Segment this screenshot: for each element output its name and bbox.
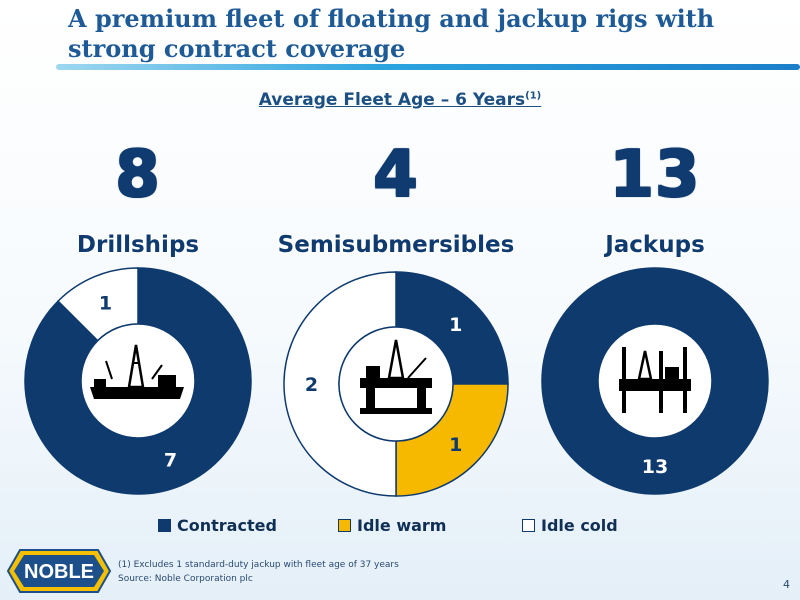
jackups-label-contracted: 13 <box>642 456 668 478</box>
subtitle-text: Average Fleet Age – 6 Years <box>258 90 526 110</box>
logo-text: NOBLE <box>24 561 94 583</box>
page-title: A premium fleet of floating and jackup r… <box>68 4 715 63</box>
legend-swatch-contracted <box>158 519 171 532</box>
legend-swatch-idle-cold <box>522 519 535 532</box>
semisubmersibles-total: 4 <box>372 137 420 214</box>
subtitle-footnote-marker: (1) <box>525 90 542 102</box>
legend-idle-warm: Idle warm <box>338 516 446 535</box>
semisubmersibles-label: Semisubmersibles <box>277 232 515 258</box>
chart-subtitle: Average Fleet Age – 6 Years(1) <box>0 90 800 110</box>
noble-logo: NOBLE <box>6 549 112 593</box>
legend-label-contracted: Contracted <box>177 516 277 535</box>
drillships-label-contracted: 7 <box>164 450 177 472</box>
jackups-total: 13 <box>608 137 701 214</box>
semisubmersibles-label-contracted: 1 <box>449 314 462 336</box>
jackups-label: Jackups <box>605 232 705 258</box>
legend-contracted: Contracted <box>158 516 277 535</box>
semisubmersibles-donut: 1 1 2 <box>283 271 509 497</box>
drillships-label-idle-cold: 1 <box>99 292 112 314</box>
semisubmersibles-label-idle-cold: 2 <box>305 374 318 396</box>
jackup-icon <box>619 347 691 413</box>
title-underline-bar <box>56 64 800 70</box>
drillships-center <box>80 323 196 439</box>
footnote: (1) Excludes 1 standard-duty jackup with… <box>118 560 399 570</box>
drillships-label: Drillships <box>76 232 200 258</box>
source-note: Source: Noble Corporation plc <box>118 574 253 584</box>
legend-idle-cold: Idle cold <box>522 516 618 535</box>
legend-label-idle-warm: Idle warm <box>357 516 447 535</box>
legend-swatch-idle-warm <box>338 519 351 532</box>
drillship-icon <box>90 344 184 399</box>
legend-label-idle-cold: Idle cold <box>541 516 618 535</box>
drillships-donut: 71 <box>24 267 252 495</box>
jackups-donut: 13 <box>541 267 769 495</box>
semisubmersible-icon <box>360 339 432 414</box>
page-number: 4 <box>783 578 790 591</box>
semisubmersibles-label-idle-warm: 1 <box>449 434 462 456</box>
drillships-total: 8 <box>114 137 162 214</box>
